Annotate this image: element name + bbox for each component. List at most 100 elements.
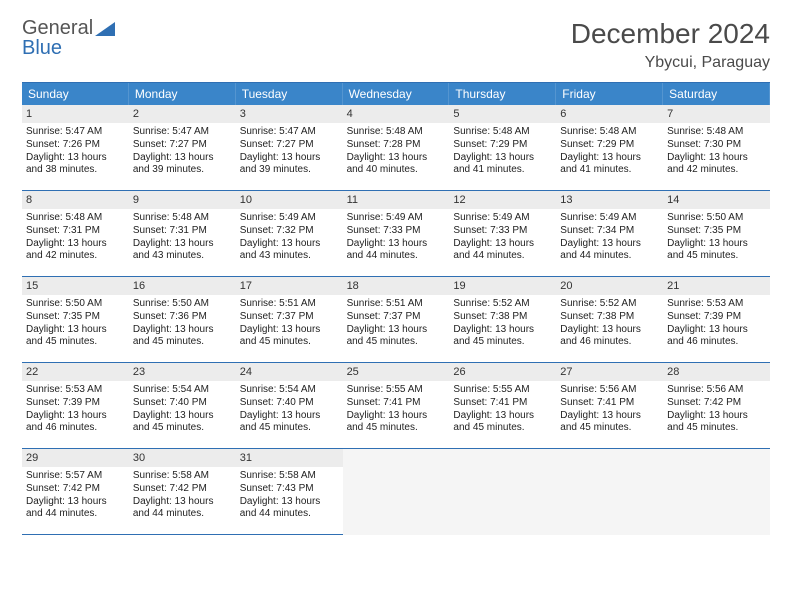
day-body: Sunrise: 5:53 AMSunset: 7:39 PMDaylight:… bbox=[22, 381, 129, 439]
day-number: 9 bbox=[129, 191, 236, 209]
sunset-line: Sunset: 7:28 PM bbox=[347, 139, 446, 152]
day-cell: 25Sunrise: 5:55 AMSunset: 7:41 PMDayligh… bbox=[343, 363, 450, 449]
sunrise-line: Sunrise: 5:48 AM bbox=[347, 126, 446, 139]
day-body: Sunrise: 5:49 AMSunset: 7:32 PMDaylight:… bbox=[236, 209, 343, 267]
day-body: Sunrise: 5:54 AMSunset: 7:40 PMDaylight:… bbox=[236, 381, 343, 439]
sunrise-line: Sunrise: 5:49 AM bbox=[453, 212, 552, 225]
title-block: December 2024 Ybycui, Paraguay bbox=[571, 18, 770, 72]
brand-word2: Blue bbox=[22, 38, 117, 58]
day-body: Sunrise: 5:51 AMSunset: 7:37 PMDaylight:… bbox=[236, 295, 343, 353]
daylight-line: Daylight: 13 hours and 46 minutes. bbox=[26, 410, 125, 436]
day-number: 1 bbox=[22, 105, 129, 123]
daylight-line: Daylight: 13 hours and 46 minutes. bbox=[667, 324, 766, 350]
page-header: General Blue December 2024 Ybycui, Parag… bbox=[22, 18, 770, 72]
day-cell: 13Sunrise: 5:49 AMSunset: 7:34 PMDayligh… bbox=[556, 191, 663, 277]
daylight-line: Daylight: 13 hours and 45 minutes. bbox=[453, 410, 552, 436]
daylight-line: Daylight: 13 hours and 45 minutes. bbox=[667, 410, 766, 436]
day-number: 6 bbox=[556, 105, 663, 123]
sunset-line: Sunset: 7:42 PM bbox=[133, 483, 232, 496]
day-cell: 17Sunrise: 5:51 AMSunset: 7:37 PMDayligh… bbox=[236, 277, 343, 363]
day-body: Sunrise: 5:47 AMSunset: 7:26 PMDaylight:… bbox=[22, 123, 129, 181]
day-number: 5 bbox=[449, 105, 556, 123]
weekday-header: Wednesday bbox=[343, 83, 450, 105]
sunset-line: Sunset: 7:30 PM bbox=[667, 139, 766, 152]
day-body: Sunrise: 5:48 AMSunset: 7:29 PMDaylight:… bbox=[449, 123, 556, 181]
day-body: Sunrise: 5:49 AMSunset: 7:34 PMDaylight:… bbox=[556, 209, 663, 267]
day-number: 27 bbox=[556, 363, 663, 381]
daylight-line: Daylight: 13 hours and 43 minutes. bbox=[133, 238, 232, 264]
day-number: 14 bbox=[663, 191, 770, 209]
day-number: 29 bbox=[22, 449, 129, 467]
sunset-line: Sunset: 7:34 PM bbox=[560, 225, 659, 238]
day-cell: 9Sunrise: 5:48 AMSunset: 7:31 PMDaylight… bbox=[129, 191, 236, 277]
daylight-line: Daylight: 13 hours and 44 minutes. bbox=[347, 238, 446, 264]
sunrise-line: Sunrise: 5:56 AM bbox=[667, 384, 766, 397]
sunset-line: Sunset: 7:33 PM bbox=[453, 225, 552, 238]
daylight-line: Daylight: 13 hours and 45 minutes. bbox=[347, 410, 446, 436]
sunrise-line: Sunrise: 5:58 AM bbox=[133, 470, 232, 483]
day-cell: 7Sunrise: 5:48 AMSunset: 7:30 PMDaylight… bbox=[663, 105, 770, 191]
daylight-line: Daylight: 13 hours and 44 minutes. bbox=[133, 496, 232, 522]
day-cell: 19Sunrise: 5:52 AMSunset: 7:38 PMDayligh… bbox=[449, 277, 556, 363]
sunset-line: Sunset: 7:42 PM bbox=[667, 397, 766, 410]
sunrise-line: Sunrise: 5:54 AM bbox=[240, 384, 339, 397]
day-number: 25 bbox=[343, 363, 450, 381]
daylight-line: Daylight: 13 hours and 45 minutes. bbox=[26, 324, 125, 350]
daylight-line: Daylight: 13 hours and 39 minutes. bbox=[240, 152, 339, 178]
sunset-line: Sunset: 7:38 PM bbox=[453, 311, 552, 324]
sunrise-line: Sunrise: 5:54 AM bbox=[133, 384, 232, 397]
sunrise-line: Sunrise: 5:51 AM bbox=[347, 298, 446, 311]
day-body: Sunrise: 5:49 AMSunset: 7:33 PMDaylight:… bbox=[343, 209, 450, 267]
day-cell: 11Sunrise: 5:49 AMSunset: 7:33 PMDayligh… bbox=[343, 191, 450, 277]
sunrise-line: Sunrise: 5:52 AM bbox=[560, 298, 659, 311]
sunrise-line: Sunrise: 5:50 AM bbox=[667, 212, 766, 225]
day-cell: 15Sunrise: 5:50 AMSunset: 7:35 PMDayligh… bbox=[22, 277, 129, 363]
day-number: 22 bbox=[22, 363, 129, 381]
day-cell: 8Sunrise: 5:48 AMSunset: 7:31 PMDaylight… bbox=[22, 191, 129, 277]
day-body: Sunrise: 5:58 AMSunset: 7:42 PMDaylight:… bbox=[129, 467, 236, 525]
day-cell: 21 Sunrise: 5:53 AMSunset: 7:39 PMDayligh… bbox=[663, 277, 770, 363]
day-body: Sunrise: 5:56 AMSunset: 7:42 PMDaylight:… bbox=[663, 381, 770, 439]
sunset-line: Sunset: 7:31 PM bbox=[133, 225, 232, 238]
daylight-line: Daylight: 13 hours and 45 minutes. bbox=[667, 238, 766, 264]
day-number: 20 bbox=[556, 277, 663, 295]
sunset-line: Sunset: 7:35 PM bbox=[26, 311, 125, 324]
sunset-line: Sunset: 7:39 PM bbox=[667, 311, 766, 324]
day-body: Sunrise: 5:55 AMSunset: 7:41 PMDaylight:… bbox=[449, 381, 556, 439]
sunrise-line: Sunrise: 5:50 AM bbox=[133, 298, 232, 311]
day-body: Sunrise: 5:48 AMSunset: 7:30 PMDaylight:… bbox=[663, 123, 770, 181]
sunset-line: Sunset: 7:35 PM bbox=[667, 225, 766, 238]
weekday-header: Sunday bbox=[22, 83, 129, 105]
daylight-line: Daylight: 13 hours and 46 minutes. bbox=[560, 324, 659, 350]
day-body: Sunrise: 5:56 AMSunset: 7:41 PMDaylight:… bbox=[556, 381, 663, 439]
daylight-line: Daylight: 13 hours and 44 minutes. bbox=[26, 496, 125, 522]
day-cell: 16Sunrise: 5:50 AMSunset: 7:36 PMDayligh… bbox=[129, 277, 236, 363]
day-number: 2 bbox=[129, 105, 236, 123]
day-cell: 30Sunrise: 5:58 AMSunset: 7:42 PMDayligh… bbox=[129, 449, 236, 535]
calendar-grid: SundayMondayTuesdayWednesdayThursdayFrid… bbox=[22, 82, 770, 535]
sunset-line: Sunset: 7:29 PM bbox=[453, 139, 552, 152]
day-number: 21 bbox=[663, 277, 770, 295]
daylight-line: Daylight: 13 hours and 44 minutes. bbox=[240, 496, 339, 522]
weekday-header: Tuesday bbox=[236, 83, 343, 105]
daylight-line: Daylight: 13 hours and 44 minutes. bbox=[453, 238, 552, 264]
sunrise-line: Sunrise: 5:47 AM bbox=[240, 126, 339, 139]
sunrise-line: Sunrise: 5:53 AM bbox=[667, 298, 766, 311]
day-body: Sunrise: 5:52 AMSunset: 7:38 PMDaylight:… bbox=[556, 295, 663, 353]
day-cell: 27Sunrise: 5:56 AMSunset: 7:41 PMDayligh… bbox=[556, 363, 663, 449]
day-body: Sunrise: 5:48 AMSunset: 7:31 PMDaylight:… bbox=[22, 209, 129, 267]
daylight-line: Daylight: 13 hours and 45 minutes. bbox=[560, 410, 659, 436]
daylight-line: Daylight: 13 hours and 42 minutes. bbox=[667, 152, 766, 178]
day-number: 31 bbox=[236, 449, 343, 467]
day-number: 30 bbox=[129, 449, 236, 467]
day-number: 17 bbox=[236, 277, 343, 295]
sunrise-line: Sunrise: 5:58 AM bbox=[240, 470, 339, 483]
day-cell: 24Sunrise: 5:54 AMSunset: 7:40 PMDayligh… bbox=[236, 363, 343, 449]
sunset-line: Sunset: 7:41 PM bbox=[560, 397, 659, 410]
sunset-line: Sunset: 7:40 PM bbox=[133, 397, 232, 410]
daylight-line: Daylight: 13 hours and 43 minutes. bbox=[240, 238, 339, 264]
sunset-line: Sunset: 7:31 PM bbox=[26, 225, 125, 238]
day-number: 7 bbox=[663, 105, 770, 123]
day-cell: 6Sunrise: 5:48 AMSunset: 7:29 PMDaylight… bbox=[556, 105, 663, 191]
sunset-line: Sunset: 7:41 PM bbox=[453, 397, 552, 410]
